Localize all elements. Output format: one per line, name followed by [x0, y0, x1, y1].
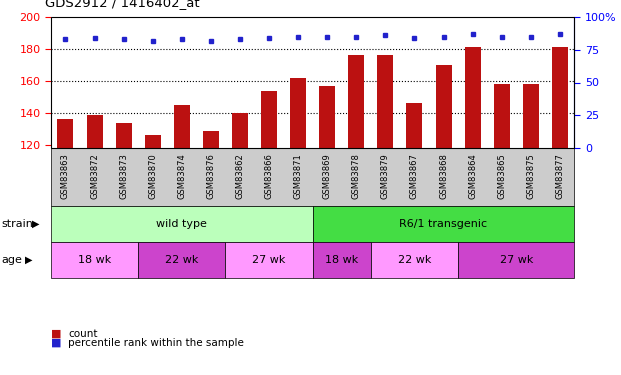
Text: GSM83872: GSM83872: [90, 153, 99, 198]
Bar: [58, 119, 73, 148]
Text: GDS2912 / 1416402_at: GDS2912 / 1416402_at: [45, 0, 199, 9]
Bar: [435, 65, 451, 148]
Text: 22 wk: 22 wk: [165, 255, 199, 265]
Text: ▶: ▶: [32, 219, 40, 229]
Text: 27 wk: 27 wk: [499, 255, 533, 265]
Text: 18 wk: 18 wk: [325, 255, 358, 265]
Bar: [552, 47, 568, 148]
Bar: [203, 130, 219, 148]
Text: strain: strain: [2, 219, 34, 229]
Text: ■: ■: [51, 329, 61, 339]
Text: GSM83877: GSM83877: [555, 153, 564, 199]
Bar: [494, 84, 510, 148]
Text: GSM83864: GSM83864: [468, 153, 477, 198]
Text: GSM83875: GSM83875: [527, 153, 535, 198]
Bar: [145, 135, 161, 148]
Text: age: age: [2, 255, 23, 265]
Text: count: count: [68, 329, 98, 339]
Text: GSM83879: GSM83879: [381, 153, 390, 198]
Text: GSM83868: GSM83868: [439, 153, 448, 199]
Text: wild type: wild type: [156, 219, 207, 229]
Text: GSM83866: GSM83866: [265, 153, 273, 199]
Bar: [319, 86, 335, 148]
Text: 22 wk: 22 wk: [398, 255, 431, 265]
Bar: [232, 113, 248, 148]
Bar: [348, 55, 365, 148]
Bar: [465, 47, 481, 148]
Text: GSM83874: GSM83874: [178, 153, 186, 198]
Text: ▶: ▶: [25, 255, 32, 265]
Text: R6/1 transgenic: R6/1 transgenic: [399, 219, 487, 229]
Bar: [86, 114, 102, 148]
Text: 27 wk: 27 wk: [252, 255, 286, 265]
Text: ■: ■: [51, 338, 61, 348]
Text: percentile rank within the sample: percentile rank within the sample: [68, 338, 244, 348]
Bar: [523, 84, 539, 148]
Text: GSM83863: GSM83863: [61, 153, 70, 199]
Text: GSM83862: GSM83862: [235, 153, 245, 198]
Text: GSM83865: GSM83865: [497, 153, 506, 198]
Text: GSM83878: GSM83878: [352, 153, 361, 199]
Text: GSM83867: GSM83867: [410, 153, 419, 199]
Bar: [261, 90, 277, 148]
Bar: [378, 55, 393, 148]
Text: GSM83873: GSM83873: [119, 153, 128, 199]
Bar: [174, 105, 190, 148]
Text: GSM83869: GSM83869: [323, 153, 332, 198]
Bar: [290, 78, 306, 148]
Text: 18 wk: 18 wk: [78, 255, 111, 265]
Bar: [407, 103, 422, 148]
Text: GSM83871: GSM83871: [294, 153, 302, 198]
Text: GSM83876: GSM83876: [206, 153, 215, 199]
Text: GSM83870: GSM83870: [148, 153, 157, 198]
Bar: [116, 123, 132, 148]
